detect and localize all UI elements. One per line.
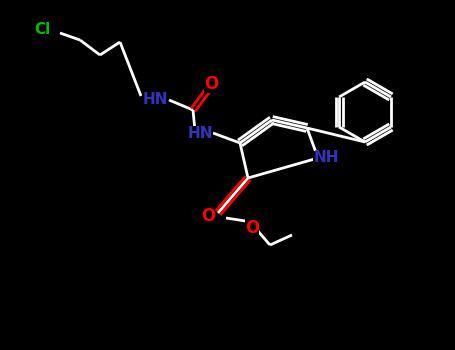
Text: HN: HN (142, 92, 168, 107)
Text: O: O (204, 75, 218, 93)
Text: NH: NH (313, 150, 339, 166)
Text: O: O (201, 207, 215, 225)
Text: Cl: Cl (34, 22, 50, 37)
Text: O: O (245, 219, 259, 237)
Text: HN: HN (187, 126, 213, 140)
